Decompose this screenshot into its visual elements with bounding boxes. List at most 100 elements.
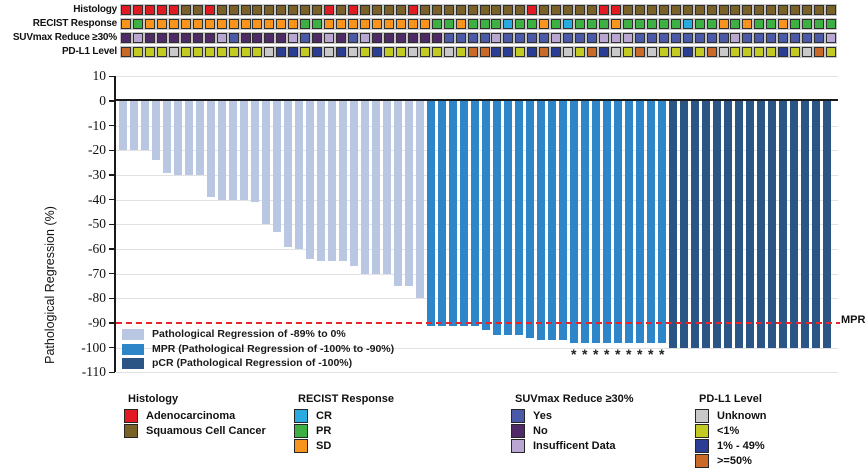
legend-swatch	[124, 409, 138, 423]
track-square-recist	[694, 19, 705, 29]
track-square-recist	[467, 19, 478, 29]
patient-bar-7	[185, 101, 193, 175]
track-square-histology	[312, 5, 323, 15]
track-square-histology	[730, 5, 741, 15]
track-square-histology	[539, 5, 550, 15]
legend-item-label: <1%	[717, 425, 740, 437]
track-square-pdl1	[443, 47, 454, 57]
track-square-pdl1	[491, 47, 502, 57]
patient-bar-31	[449, 101, 457, 326]
track-square-recist	[575, 19, 586, 29]
track-square-suvmax	[479, 33, 490, 43]
track-square-recist	[204, 19, 215, 29]
track-square-pdl1	[503, 47, 514, 57]
patient-bar-24	[372, 101, 380, 274]
track-square-recist	[730, 19, 741, 29]
track-square-suvmax	[491, 33, 502, 43]
y-tick-mark	[109, 75, 115, 78]
track-square-pdl1	[419, 47, 430, 57]
patient-bar-2	[130, 101, 138, 151]
patient-bar-45	[603, 101, 611, 343]
track-square-pdl1	[324, 47, 335, 57]
y-tick-mark	[109, 322, 115, 324]
track-square-pdl1	[431, 47, 442, 57]
patient-bar-61	[779, 101, 787, 348]
track-square-pdl1	[575, 47, 586, 57]
track-square-suvmax	[264, 33, 275, 43]
patient-bar-32	[460, 101, 468, 326]
track-square-histology	[634, 5, 645, 15]
legend-header-2: RECIST Response	[298, 393, 394, 405]
track-square-histology	[240, 5, 251, 15]
track-square-pdl1	[407, 47, 418, 57]
asterisk-marker: *	[592, 345, 599, 362]
track-square-recist	[252, 19, 263, 29]
waterfall-chart: Pathological Regression (%) MPR 10 0 -10 -2…	[0, 62, 865, 382]
track-square-recist	[766, 19, 777, 29]
track-square-pdl1	[826, 47, 836, 57]
patient-bar-28	[416, 101, 424, 299]
track-square-pdl1	[455, 47, 466, 57]
patient-bar-26	[394, 101, 402, 286]
track-square-histology	[144, 5, 155, 15]
track-square-pdl1	[180, 47, 191, 57]
track-label-recist: RECIST Response	[32, 18, 117, 29]
track-square-suvmax	[670, 33, 681, 43]
track-square-recist	[395, 19, 406, 29]
track-square-pdl1	[121, 47, 131, 57]
track-square-suvmax	[611, 33, 621, 43]
y-tick-mark	[109, 272, 115, 275]
track-square-histology	[491, 5, 502, 15]
track-square-recist	[503, 19, 514, 29]
legend-header-3: SUVmax Reduce ≥30%	[515, 393, 634, 405]
track-square-histology	[121, 5, 131, 15]
track-square-recist	[551, 19, 562, 29]
patient-bar-8	[196, 101, 204, 175]
track-square-histology	[443, 5, 454, 15]
track-square-suvmax	[371, 33, 382, 43]
track-square-suvmax	[300, 33, 311, 43]
pcr-label: pCR (Pathological Regression of -100%)	[152, 357, 353, 369]
track-square-suvmax	[634, 33, 645, 43]
track-square-pdl1	[611, 47, 621, 57]
y-tick-mark	[109, 124, 115, 127]
track-square-suvmax	[132, 33, 143, 43]
track-square-recist	[383, 19, 394, 29]
patient-bar-58	[746, 101, 754, 348]
track-square-suvmax	[575, 33, 586, 43]
track-square-suvmax	[706, 33, 717, 43]
track-square-recist	[431, 19, 442, 29]
patient-bar-52	[680, 101, 688, 348]
track-square-histology	[455, 5, 466, 15]
patient-bar-59	[757, 101, 765, 348]
patient-bar-9	[207, 101, 215, 198]
track-square-recist	[348, 19, 358, 29]
patient-bar-39	[537, 101, 545, 341]
patient-bar-23	[361, 101, 369, 274]
track-square-pdl1	[252, 47, 263, 57]
track-square-suvmax	[348, 33, 358, 43]
y-tick-label: -30	[88, 167, 106, 182]
track-square-histology	[264, 5, 275, 15]
track-square-pdl1	[479, 47, 490, 57]
track-square-pdl1	[348, 47, 358, 57]
track-square-histology	[300, 5, 311, 15]
track-square-pdl1	[539, 47, 550, 57]
track-square-recist	[802, 19, 813, 29]
track-square-histology	[431, 5, 442, 15]
patient-bar-56	[724, 101, 732, 348]
patient-bar-46	[614, 101, 622, 343]
track-square-histology	[599, 5, 609, 15]
track-square-suvmax	[144, 33, 155, 43]
patient-bar-55	[713, 101, 721, 348]
track-square-histology	[503, 5, 514, 15]
y-tick-mark	[109, 100, 115, 102]
patient-bar-13	[251, 101, 259, 203]
track-square-histology	[216, 5, 227, 15]
asterisk-marker: *	[658, 345, 665, 362]
patient-bar-35	[493, 101, 501, 336]
track-square-recist	[587, 19, 597, 29]
track-square-recist	[228, 19, 239, 29]
track-square-suvmax	[360, 33, 370, 43]
patient-bar-14	[262, 101, 270, 225]
